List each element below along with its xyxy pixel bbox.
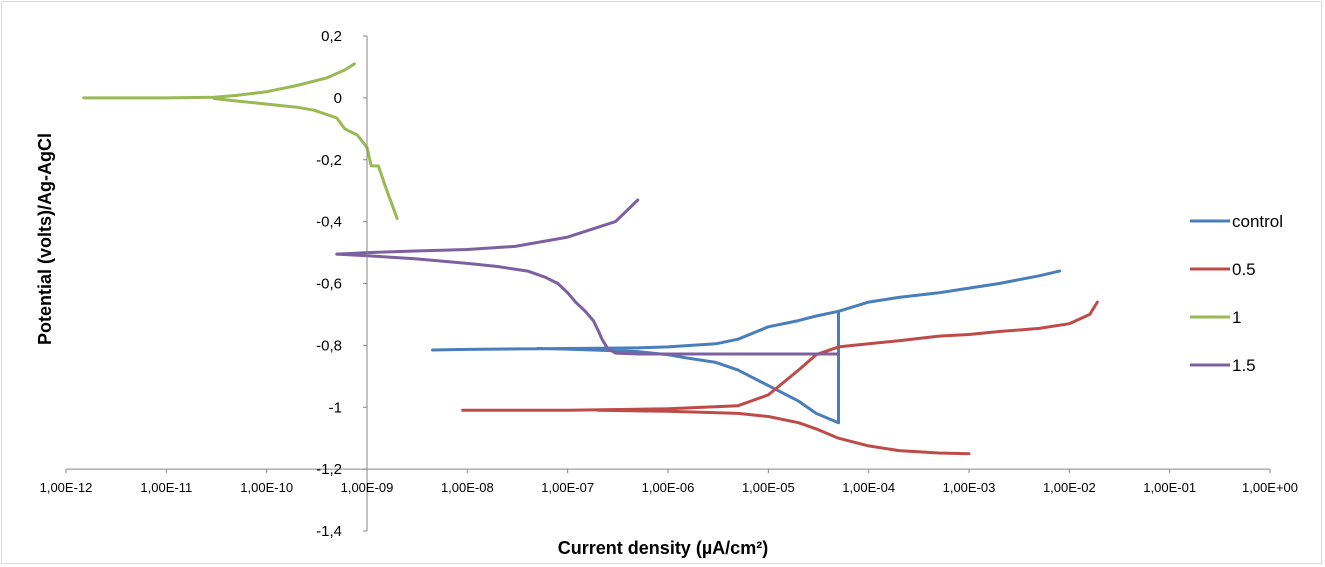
legend-label: 0.5 — [1232, 260, 1256, 279]
series-line-0-5 — [461, 300, 1099, 412]
series-line-control — [837, 269, 1062, 313]
x-tick-label: 1,00E-03 — [943, 480, 996, 495]
x-tick-label: 1,00E-07 — [541, 480, 594, 495]
y-tick-label: -0,6 — [316, 276, 342, 293]
x-tick-label: 1,00E-02 — [1043, 480, 1096, 495]
x-tick-label: 1,00E+00 — [1242, 480, 1298, 495]
axes-layer: 0,20-0,2-0,4-0,6-0,8-1-1,2-1,4 1,00E-12 1… — [40, 28, 1298, 540]
series-line-1-5 — [335, 198, 640, 256]
series-line-1-5 — [335, 252, 840, 356]
legend: control 0.5 1 1.5 — [1190, 212, 1283, 375]
x-tick-labels: 1,00E-12 1,00E-11 1,00E-10 1,00E-09 1,00E-08… — [40, 469, 1298, 495]
series-line-1 — [212, 97, 399, 220]
series-line-0-5 — [596, 408, 971, 456]
y-tick-labels: 0,2 0 -0,2 -0,4 -0,6 -0,8 -1 -1,2 -1,4 — [316, 28, 367, 540]
y-tick-label: -0,8 — [316, 337, 342, 354]
x-tick-label: 1,00E-01 — [1143, 480, 1196, 495]
y-tick-label: -1,2 — [316, 461, 342, 478]
legend-label: 1 — [1232, 308, 1241, 327]
legend-label: 1.5 — [1232, 356, 1256, 375]
x-tick-label: 1,00E-09 — [341, 480, 394, 495]
series-line-control — [431, 309, 840, 425]
x-tick-label: 1,00E-06 — [642, 480, 695, 495]
y-tick-label: -0,4 — [316, 214, 342, 231]
x-tick-label: 1,00E-05 — [742, 480, 795, 495]
x-tick-label: 1,00E-12 — [40, 480, 93, 495]
series-layer — [82, 62, 1099, 456]
x-axis-title: Current density (µA/cm²) — [558, 538, 768, 558]
legend-label: control — [1232, 212, 1283, 231]
y-tick-label: 0,2 — [321, 28, 342, 45]
y-tick-label: -1,4 — [316, 523, 342, 540]
y-tick-label: -0,2 — [316, 152, 342, 169]
x-tick-label: 1,00E-08 — [441, 480, 494, 495]
x-tick-label: 1,00E-11 — [140, 480, 192, 495]
x-tick-label: 1,00E-10 — [240, 480, 293, 495]
y-axis-title: Potential (volts)/Ag-AgCl — [35, 133, 55, 345]
y-tick-label: -1 — [329, 399, 342, 416]
x-tick-label: 1,00E-04 — [842, 480, 895, 495]
y-tick-label: 0 — [334, 90, 342, 107]
series-line-1 — [82, 62, 356, 100]
